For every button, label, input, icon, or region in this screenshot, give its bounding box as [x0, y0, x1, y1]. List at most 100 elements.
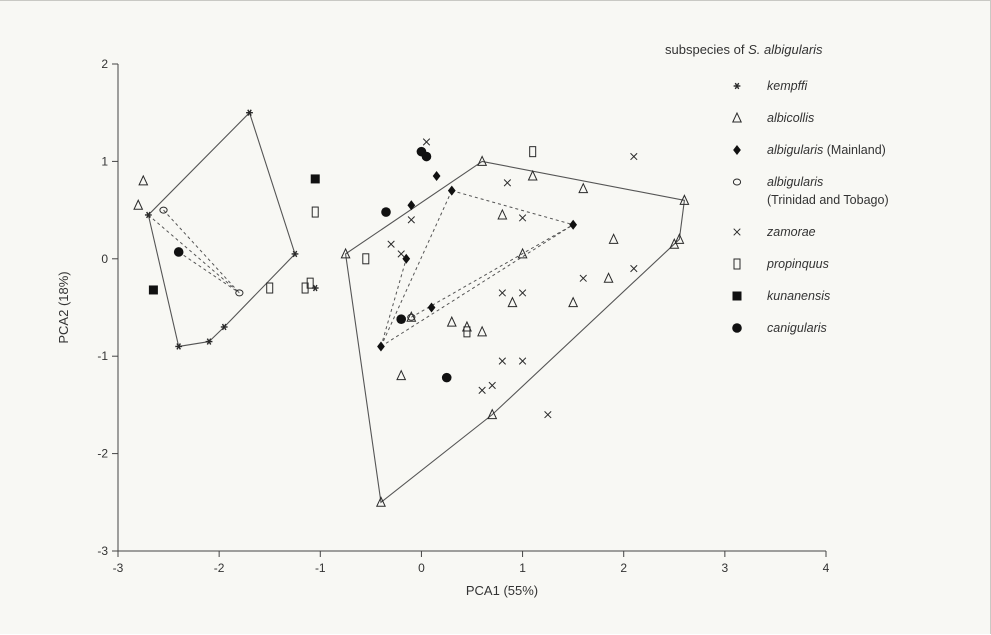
dashed-link: [411, 224, 574, 318]
point-albicollis-triangle: [133, 199, 144, 210]
point-albicollis-triangle: [340, 247, 351, 259]
point-albicollis-triangle: [568, 296, 579, 308]
legend-marker-zamorae: [733, 228, 741, 236]
point-albigularis-diamond: [447, 185, 456, 196]
y-tick-label: 1: [101, 154, 108, 168]
point-propinquus-rect-open: [311, 206, 319, 218]
point-kunanensis-square: [310, 174, 320, 184]
point-canigularis-circle: [396, 314, 407, 324]
point-zamorae-x: [518, 214, 527, 222]
legend-items: kempffi albicollis albigularis (Mainland) a…: [732, 79, 889, 335]
point-zamorae-x: [503, 179, 512, 187]
convex-hull: [344, 160, 686, 504]
point-albicollis-triangle: [679, 194, 690, 205]
point-propinquus-rect-open: [529, 146, 537, 158]
point-zamorae-x: [579, 274, 587, 282]
point-zamorae-x: [422, 138, 431, 146]
legend-label-kunanensis: kunanensis: [767, 289, 830, 303]
data-points: [133, 109, 690, 507]
point-kunanensis-square: [148, 285, 158, 295]
point-zamorae-x: [397, 250, 405, 258]
point-albicollis-triangle: [603, 272, 614, 283]
point-zamorae-x: [488, 381, 496, 390]
point-albigularis-circle-open: [407, 313, 416, 321]
convex-hulls: [147, 111, 686, 504]
x-tick-label: 2: [620, 561, 627, 575]
legend-label-albicollis: albicollis: [767, 111, 814, 125]
x-tick-label: -2: [214, 561, 225, 575]
x-tick-label: 3: [722, 561, 729, 575]
point-kempffi-star: [144, 211, 152, 219]
point-propinquus-rect-open: [463, 326, 471, 338]
x-axis-title: PCA1 (55%): [466, 583, 538, 598]
legend-marker-kempffi: [733, 82, 741, 90]
point-albicollis-triangle: [446, 315, 457, 327]
point-albicollis-triangle: [477, 325, 488, 337]
legend-label-canigularis: canigularis: [767, 321, 827, 335]
legend-marker-albigularis: [732, 178, 742, 186]
point-albigularis-circle-open: [235, 289, 244, 297]
x-tick-label: 1: [519, 561, 526, 575]
legend-label-line2: (Trinidad and Tobago): [767, 193, 889, 207]
point-propinquus-rect-open: [362, 253, 370, 265]
point-canigularis-circle: [173, 247, 184, 257]
point-albicollis-triangle: [578, 182, 589, 194]
point-albicollis-triangle: [674, 233, 685, 244]
point-albicollis-triangle: [396, 369, 407, 381]
x-ticks: -3 -2 -1 0 1 2 3 4: [113, 551, 830, 575]
point-albicollis-triangle: [507, 296, 518, 308]
point-albigularis-diamond: [432, 171, 441, 181]
dashed-link: [380, 190, 453, 347]
dashed-link: [178, 251, 240, 294]
point-albigularis-diamond: [402, 253, 411, 264]
legend-marker-propinquus: [733, 258, 741, 270]
point-kempffi-star: [246, 109, 253, 116]
legend-label-propinquus: propinquus: [766, 257, 829, 271]
legend-title-prefix: subspecies of: [665, 42, 748, 57]
point-albigularis-circle-open: [159, 206, 168, 214]
dashed-link: [380, 224, 574, 347]
legend-marker-albigularis: [733, 145, 741, 155]
point-zamorae-x: [518, 289, 527, 297]
x-tick-label: 4: [823, 561, 830, 575]
point-propinquus-rect-open: [266, 282, 274, 294]
legend-marker-kunanensis: [732, 291, 742, 301]
dashed-link: [148, 214, 240, 294]
point-albicollis-triangle: [669, 238, 680, 249]
point-albigularis-diamond: [377, 341, 385, 352]
legend-label-albigularis: albigularis: [767, 175, 823, 189]
legend: subspecies of S. albigularis kempffi albi…: [665, 42, 889, 335]
legend-label-kempffi: kempffi: [767, 79, 809, 93]
y-tick-label: 0: [101, 252, 108, 266]
y-tick-label: -3: [97, 544, 108, 558]
point-kempffi-star: [205, 338, 213, 345]
point-canigularis-circle: [441, 372, 452, 383]
dashed-link: [163, 209, 240, 294]
legend-title: subspecies of S. albigularis: [665, 42, 823, 57]
point-zamorae-x: [478, 386, 486, 394]
point-albicollis-triangle: [477, 155, 488, 166]
point-albigularis-diamond: [427, 302, 436, 313]
point-albicollis-triangle: [608, 233, 619, 244]
point-kempffi-star: [175, 343, 183, 350]
x-tick-label: -3: [113, 561, 124, 575]
point-albigularis-diamond: [407, 200, 416, 211]
point-canigularis-circle: [421, 151, 432, 162]
point-albicollis-triangle: [487, 408, 498, 420]
point-albigularis-diamond: [569, 219, 578, 230]
legend-label-zamorae: zamorae: [766, 225, 816, 239]
x-tick-label: -1: [315, 561, 326, 575]
point-zamorae-x: [498, 357, 506, 365]
point-propinquus-rect-open: [306, 277, 314, 289]
point-zamorae-x: [387, 240, 395, 248]
point-zamorae-x: [630, 152, 638, 161]
x-tick-label: 0: [418, 561, 425, 575]
legend-label-albigularis: albigularis (Mainland): [767, 143, 886, 157]
point-zamorae-x: [498, 289, 506, 297]
convex-hull: [147, 111, 296, 348]
dashed-links: [148, 190, 574, 347]
legend-title-species: S. albigularis: [748, 42, 823, 57]
y-tick-label: -1: [97, 349, 108, 363]
